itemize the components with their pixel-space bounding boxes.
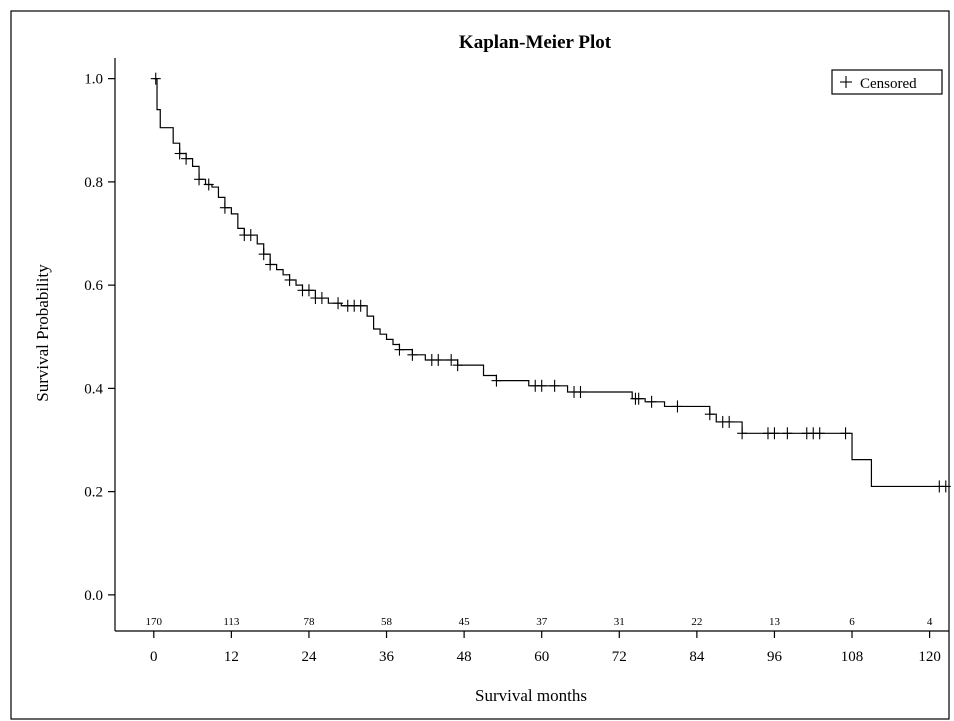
- at-risk-count: 37: [536, 616, 548, 628]
- censor-marks: [150, 72, 951, 493]
- chart-title: Kaplan-Meier Plot: [459, 32, 612, 53]
- y-tick-label: 0.6: [84, 278, 103, 294]
- y-tick-label: 0.0: [84, 588, 103, 604]
- x-tick-label: 0: [150, 649, 158, 665]
- censor-mark: [219, 201, 230, 214]
- x-tick-label: 72: [612, 649, 627, 665]
- censor-mark: [303, 284, 314, 297]
- censor-mark: [452, 359, 463, 372]
- x-axis-ticks: 0 12 24 36 48 60 72 84 96 108 120: [150, 631, 941, 665]
- censor-mark: [174, 147, 185, 160]
- censor-mark: [536, 379, 547, 392]
- censor-mark: [737, 427, 748, 440]
- at-risk-count: 13: [769, 616, 781, 628]
- x-tick-label: 96: [767, 649, 783, 665]
- censor-mark: [355, 299, 366, 312]
- censor-mark: [704, 408, 715, 421]
- censor-mark: [284, 273, 295, 286]
- censor-mark: [265, 258, 276, 271]
- survival-curve: [153, 78, 949, 488]
- at-risk-count: 170: [146, 616, 163, 628]
- outer-frame: [10, 10, 950, 720]
- censor-mark: [940, 480, 951, 493]
- censor-mark: [549, 379, 560, 392]
- at-risk-count: 6: [849, 616, 855, 628]
- censor-mark: [646, 395, 657, 408]
- legend: Censored: [831, 69, 943, 95]
- censor-mark: [433, 353, 444, 366]
- censor-mark: [769, 427, 780, 440]
- at-risk-count: 78: [303, 616, 315, 628]
- at-risk-count: 4: [927, 616, 933, 628]
- at-risk-count: 45: [459, 616, 471, 628]
- y-tick-label: 0.8: [84, 175, 103, 191]
- censor-mark: [203, 178, 214, 191]
- legend-label: Censored: [860, 76, 917, 92]
- censor-mark: [316, 292, 327, 305]
- y-tick-label: 0.2: [84, 485, 103, 501]
- at-risk-count: 22: [691, 616, 702, 628]
- censor-mark: [394, 343, 405, 356]
- censor-mark: [840, 427, 851, 440]
- censor-mark: [333, 297, 344, 310]
- x-tick-label: 48: [457, 649, 472, 665]
- censor-mark: [782, 427, 793, 440]
- x-tick-label: 12: [224, 649, 239, 665]
- censor-mark: [724, 415, 735, 428]
- x-axis-label: Survival months: [475, 686, 587, 705]
- at-risk-count: 58: [381, 616, 393, 628]
- censor-mark: [446, 353, 457, 366]
- censor-mark: [575, 385, 586, 398]
- x-tick-label: 84: [689, 649, 705, 665]
- x-tick-label: 120: [918, 649, 941, 665]
- y-tick-label: 1.0: [84, 72, 103, 88]
- at-risk-count: 31: [614, 616, 625, 628]
- x-tick-label: 24: [301, 649, 317, 665]
- censor-mark: [491, 374, 502, 387]
- x-tick-label: 108: [841, 649, 864, 665]
- y-axis-ticks: 0.0 0.2 0.4 0.6 0.8 1.0: [84, 72, 115, 604]
- censor-mark: [150, 72, 161, 85]
- censor-mark: [258, 248, 269, 261]
- y-tick-label: 0.4: [84, 381, 103, 397]
- censor-mark: [194, 173, 205, 186]
- legend-box: [831, 69, 943, 95]
- censor-mark: [407, 348, 418, 361]
- censor-mark: [245, 229, 256, 242]
- y-axis-label: Survival Probability: [33, 264, 52, 402]
- censor-mark: [814, 427, 825, 440]
- number-at-risk-row: 170 113 78 58 45 37 31 22 13 6 4: [146, 616, 933, 628]
- x-tick-label: 36: [379, 649, 395, 665]
- censor-mark: [181, 152, 192, 165]
- at-risk-count: 113: [223, 616, 240, 628]
- censor-mark: [633, 392, 644, 405]
- censor-mark: [672, 400, 683, 413]
- x-tick-label: 60: [534, 649, 549, 665]
